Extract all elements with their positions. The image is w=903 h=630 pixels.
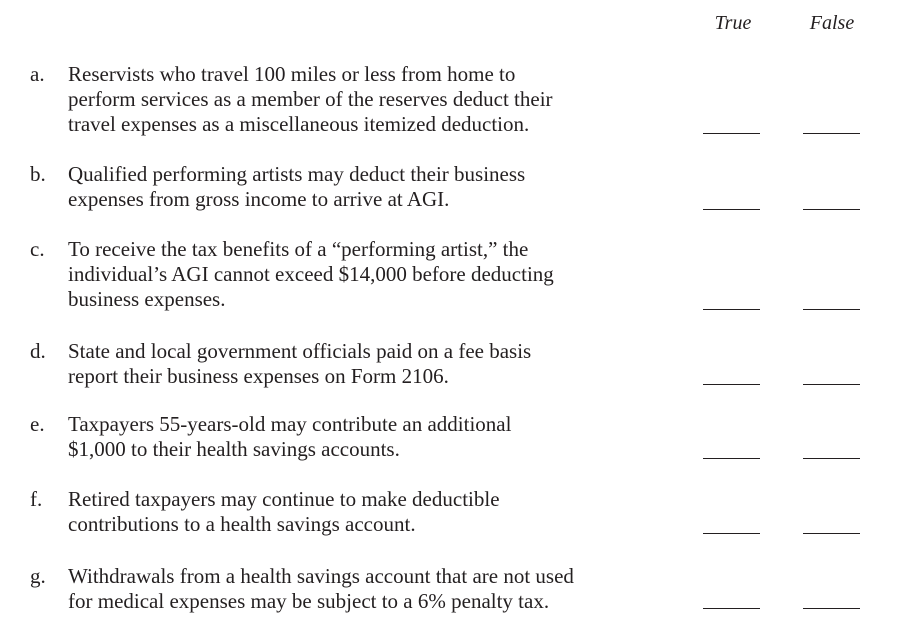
question-text: Taxpayers 55-years-old may contribute an… — [68, 412, 512, 461]
false-answer-blank[interactable] — [803, 133, 860, 134]
question-letter: d. — [30, 339, 46, 363]
false-answer-blank[interactable] — [803, 608, 860, 609]
true-answer-blank[interactable] — [703, 533, 760, 534]
false-answer-blank[interactable] — [803, 309, 860, 310]
question-text: To receive the tax benefits of a “perfor… — [68, 237, 554, 311]
question-text: Qualified performing artists may deduct … — [68, 162, 526, 211]
true-answer-blank[interactable] — [703, 309, 760, 310]
question-letter: c. — [30, 237, 45, 261]
question-text: Reservists who travel 100 miles or less … — [68, 62, 553, 136]
question-letter: g. — [30, 564, 46, 588]
true-column-header: True — [714, 12, 752, 34]
false-column-header: False — [809, 12, 855, 34]
question-letter: e. — [30, 412, 45, 436]
true-answer-blank[interactable] — [703, 458, 760, 459]
true-answer-blank[interactable] — [703, 133, 760, 134]
question-text: Retired taxpayers may continue to make d… — [68, 487, 500, 536]
question-letter: a. — [30, 62, 45, 86]
true-answer-blank[interactable] — [703, 384, 760, 385]
false-answer-blank[interactable] — [803, 209, 860, 210]
false-answer-blank[interactable] — [803, 533, 860, 534]
question-letter: f. — [30, 487, 43, 511]
false-answer-blank[interactable] — [803, 384, 860, 385]
question-text: State and local government officials pai… — [68, 339, 532, 388]
question-letter: b. — [30, 162, 46, 186]
false-answer-blank[interactable] — [803, 458, 860, 459]
true-answer-blank[interactable] — [703, 209, 760, 210]
true-answer-blank[interactable] — [703, 608, 760, 609]
question-text: Withdrawals from a health savings accoun… — [68, 564, 574, 613]
